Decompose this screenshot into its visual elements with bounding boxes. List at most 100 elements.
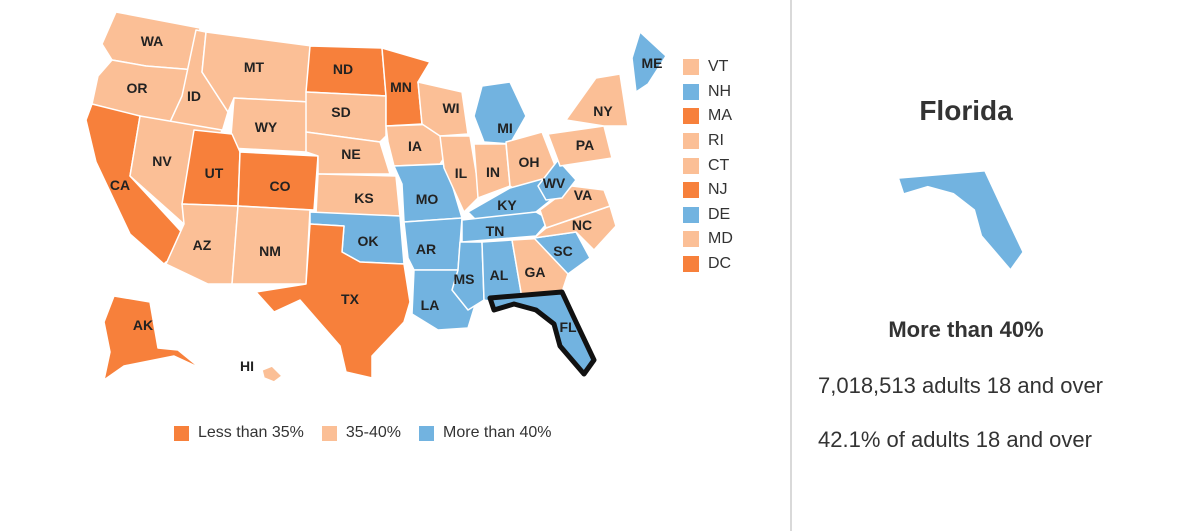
map-legend: Less than 35% 35-40% More than 40%	[174, 424, 570, 442]
small-state-label: NH	[708, 82, 732, 100]
state-label-mn: MN	[390, 79, 412, 95]
state-label-ms: MS	[454, 271, 475, 287]
state-name-title: Florida	[919, 95, 1013, 126]
state-label-ky: KY	[497, 197, 517, 213]
state-wi[interactable]	[417, 81, 469, 137]
state-label-hi: HI	[240, 358, 254, 374]
state-hi[interactable]	[261, 365, 283, 383]
state-label-nv: NV	[152, 153, 172, 169]
legend-swatch	[321, 425, 337, 441]
state-tx[interactable]	[255, 223, 411, 379]
state-label-nd: ND	[333, 61, 353, 77]
state-label-wa: WA	[141, 33, 164, 49]
state-fl[interactable]	[487, 289, 597, 377]
us-choropleth-map: WA OR CA ID NV MT WY UT CO AZ NM ND SD N…	[85, 11, 733, 442]
state-wv[interactable]	[537, 159, 577, 201]
state-label-ia: IA	[408, 138, 422, 154]
state-label-ar: AR	[416, 241, 436, 257]
state-label-sc: SC	[553, 243, 572, 259]
small-state-swatch	[683, 182, 699, 199]
small-state-label: RI	[708, 132, 724, 150]
map-canvas: WA OR CA ID NV MT WY UT CO AZ NM ND SD N…	[85, 11, 667, 383]
state-label-ut: UT	[205, 165, 224, 181]
state-category-label: More than 40%	[888, 317, 1044, 342]
small-state-swatch	[683, 83, 699, 100]
legend-item: Less than 35%	[174, 424, 304, 442]
small-state-swatch	[683, 206, 699, 223]
state-tn[interactable]	[461, 211, 551, 243]
legend-label: 35-40%	[345, 424, 402, 441]
state-label-id: ID	[187, 88, 201, 104]
legend-swatch	[419, 425, 435, 441]
state-label-ks: KS	[354, 190, 373, 206]
state-sd[interactable]	[305, 91, 387, 143]
small-state-label: MA	[708, 107, 732, 125]
state-label-az: AZ	[193, 237, 212, 253]
legend-swatch	[174, 425, 189, 441]
small-state-item-md[interactable]: MD	[683, 227, 733, 252]
state-label-mo: MO	[416, 191, 439, 207]
state-label-oh: OH	[519, 154, 540, 170]
small-state-item-dc[interactable]: DC	[683, 252, 733, 277]
small-state-item-ri[interactable]: RI	[683, 129, 733, 154]
state-label-in: IN	[486, 164, 500, 180]
state-label-mi: MI	[497, 120, 513, 136]
state-ak[interactable]	[103, 295, 201, 381]
state-label-fl: FL	[559, 319, 577, 335]
small-state-swatch	[683, 59, 699, 76]
small-state-label: DE	[708, 205, 731, 223]
state-adult-count: 7,018,513 adults 18 and over	[818, 373, 1104, 398]
small-state-label: NJ	[708, 181, 728, 199]
state-label-mt: MT	[244, 59, 265, 75]
state-label-ca: CA	[110, 177, 130, 193]
small-state-item-ma[interactable]: MA	[683, 104, 733, 129]
state-label-sd: SD	[331, 104, 350, 120]
state-label-wi: WI	[442, 100, 459, 116]
state-co[interactable]	[237, 151, 319, 211]
legend-label: Less than 35%	[198, 424, 304, 441]
state-detail-panel: Florida More than 40% 7,018,513 adults 1…	[792, 0, 1189, 531]
small-state-swatch	[683, 256, 699, 273]
panel-divider	[790, 0, 792, 531]
small-state-item-nh[interactable]: NH	[683, 80, 733, 105]
small-state-item-ct[interactable]: CT	[683, 153, 733, 178]
state-pa[interactable]	[547, 125, 613, 167]
state-label-ok: OK	[358, 233, 379, 249]
state-label-il: IL	[455, 165, 468, 181]
state-label-al: AL	[490, 267, 509, 283]
small-state-label: VT	[708, 58, 729, 76]
state-label-wy: WY	[255, 119, 278, 135]
legend-item: 35-40%	[321, 424, 402, 442]
state-label-tx: TX	[341, 291, 360, 307]
small-state-item-nj[interactable]: NJ	[683, 178, 733, 203]
small-state-item-de[interactable]: DE	[683, 203, 733, 228]
state-label-va: VA	[574, 187, 592, 203]
small-state-label: MD	[708, 230, 733, 248]
state-label-la: LA	[421, 297, 440, 313]
florida-outline-icon	[899, 171, 1023, 269]
state-il[interactable]	[439, 135, 481, 213]
state-ny[interactable]	[565, 73, 629, 127]
state-label-ga: GA	[525, 264, 546, 280]
state-adult-percent: 42.1% of adults 18 and over	[818, 427, 1092, 452]
state-label-ak: AK	[133, 317, 153, 333]
state-label-wv: WV	[543, 175, 566, 191]
legend-label: More than 40%	[443, 424, 552, 441]
state-label-me: ME	[642, 55, 663, 71]
state-label-ny: NY	[593, 103, 613, 119]
small-state-label: CT	[708, 156, 730, 174]
state-label-co: CO	[270, 178, 291, 194]
state-label-nm: NM	[259, 243, 281, 259]
small-state-item-vt[interactable]: VT	[683, 55, 733, 80]
state-label-pa: PA	[576, 137, 594, 153]
small-state-label: DC	[708, 255, 732, 273]
small-state-swatch	[683, 108, 699, 125]
small-state-swatch	[683, 231, 699, 248]
state-label-tn: TN	[486, 223, 505, 239]
small-state-swatch	[683, 133, 699, 150]
state-label-nc: NC	[572, 217, 592, 233]
state-me[interactable]	[631, 31, 667, 93]
small-states-list: VT NH MA RI CT NJ DE MD DC	[683, 55, 733, 276]
legend-item: More than 40%	[419, 424, 552, 442]
state-label-ne: NE	[341, 146, 360, 162]
